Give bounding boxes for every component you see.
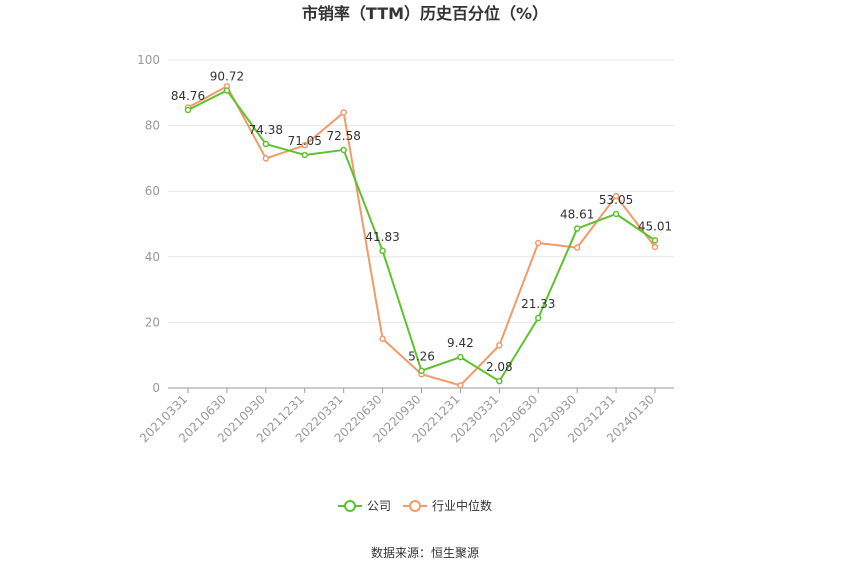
series-0 [184, 87, 659, 385]
data-label: 45.01 [638, 219, 672, 233]
source-note: 数据来源：恒生聚源 [371, 545, 479, 560]
data-point[interactable] [379, 247, 386, 255]
data-point[interactable] [573, 225, 581, 232]
data-labels: 84.76 90.72 74.38 71.05 72.58 41.83 5.26 9.42 2.… [171, 69, 672, 374]
data-label: 53.05 [599, 193, 633, 207]
data-point[interactable] [612, 210, 620, 218]
data-point[interactable] [262, 155, 270, 162]
data-label: 21.33 [521, 297, 555, 311]
data-point[interactable] [457, 353, 464, 361]
y-tick-label: 80 [145, 119, 160, 133]
data-label: 5.26 [408, 350, 435, 364]
data-point[interactable] [496, 342, 503, 349]
data-point[interactable] [262, 140, 270, 148]
data-label: 9.42 [447, 336, 474, 350]
data-point[interactable] [418, 367, 425, 374]
legend-marker-icon [344, 500, 356, 512]
data-point[interactable] [496, 377, 503, 385]
data-point[interactable] [340, 109, 347, 116]
legend[interactable]: 公司 行业中位数 [338, 498, 492, 513]
y-tick-label: 20 [145, 315, 160, 329]
data-point[interactable] [301, 151, 308, 159]
data-point[interactable] [379, 335, 386, 343]
x-axis: 2021033120210630202109302021123120220331… [137, 387, 674, 445]
chart-title: 市销率（TTM）历史百分位（%） [302, 4, 548, 23]
data-point[interactable] [651, 243, 659, 251]
data-point[interactable] [340, 146, 347, 154]
data-point[interactable] [301, 142, 308, 149]
data-label: 41.83 [365, 230, 399, 244]
y-axis: 0 20 40 60 80 100 [137, 53, 160, 395]
legend-item-1[interactable]: 行业中位数 [403, 498, 492, 513]
y-tick-label: 60 [145, 184, 160, 198]
y-tick-label: 0 [152, 381, 160, 395]
data-label: 74.38 [249, 123, 283, 137]
data-label: 90.72 [210, 69, 244, 83]
data-label: 48.61 [560, 208, 594, 222]
y-tick-label: 100 [137, 53, 160, 67]
legend-label: 公司 [367, 499, 391, 513]
legend-marker-icon [409, 500, 421, 512]
data-point[interactable] [573, 244, 581, 251]
legend-item-0[interactable]: 公司 [338, 499, 391, 513]
data-point[interactable] [612, 192, 620, 200]
grid-lines [168, 59, 674, 323]
data-label: 84.76 [171, 89, 205, 103]
data-point[interactable] [457, 382, 464, 389]
data-label: 2.08 [486, 360, 513, 374]
data-point[interactable] [535, 239, 542, 247]
data-label: 71.05 [288, 134, 322, 148]
data-point[interactable] [223, 87, 231, 94]
data-label: 72.58 [326, 129, 360, 143]
y-tick-label: 40 [145, 250, 160, 264]
legend-label: 行业中位数 [432, 498, 492, 513]
data-point[interactable] [651, 237, 659, 244]
data-point[interactable] [535, 314, 542, 322]
series-layer [184, 82, 659, 389]
data-point[interactable] [184, 106, 192, 114]
